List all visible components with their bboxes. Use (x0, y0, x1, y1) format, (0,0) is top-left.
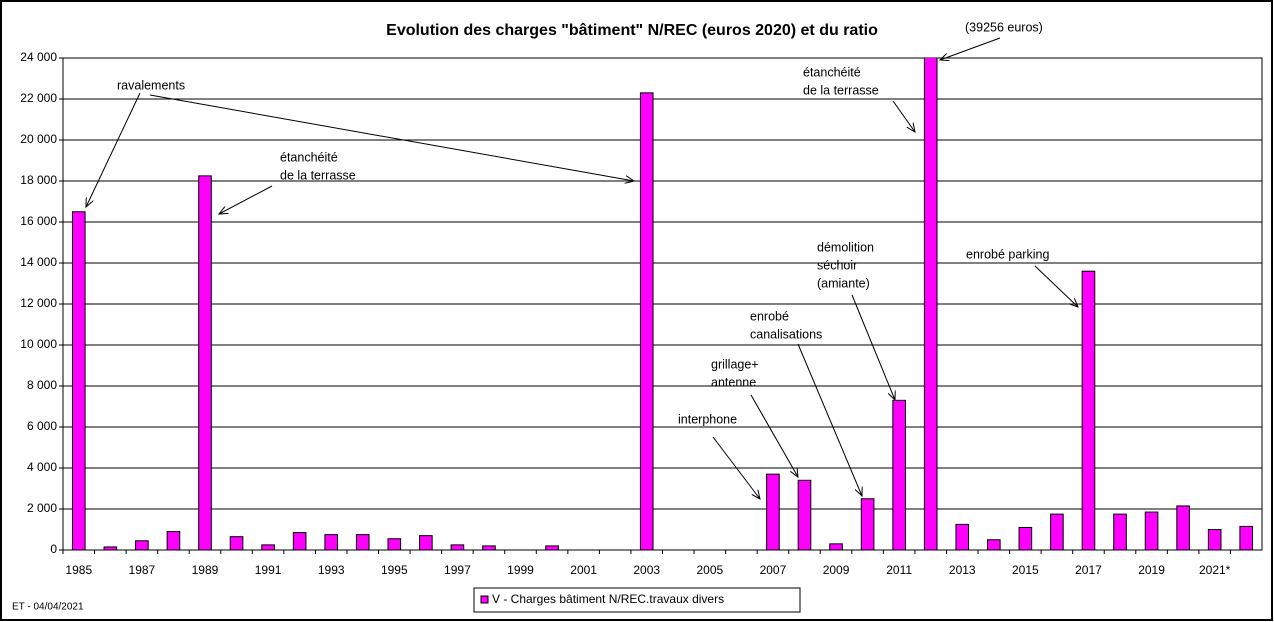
bar (545, 545, 559, 550)
bar (1207, 529, 1222, 550)
x-tick-label: 1995 (381, 563, 408, 577)
bars (71, 58, 1254, 550)
y-tick-label: 14 000 (20, 255, 57, 269)
bar (1144, 511, 1159, 550)
annotation: antenne (711, 375, 756, 389)
x-tick-label: 1987 (129, 563, 156, 577)
annotation: ravalements (117, 78, 185, 92)
bar (639, 92, 654, 550)
annotation-arrow (750, 394, 798, 477)
annotation: de la terrasse (803, 83, 879, 97)
legend-label: V - Charges bâtiment N/REC.travaux diver… (492, 592, 724, 606)
x-tick-label: 1985 (65, 563, 92, 577)
bar (229, 536, 244, 550)
x-tick-label: 1999 (507, 563, 534, 577)
bar (419, 535, 433, 550)
bar (1018, 526, 1033, 550)
x-tick-label: 2001 (570, 563, 597, 577)
annotation: canalisations (750, 327, 822, 341)
legend-swatch (480, 595, 489, 604)
x-tick-label: 1997 (444, 563, 471, 577)
annotation: enrobé (750, 309, 789, 323)
annotation-arrow (940, 37, 1001, 60)
legend-box (473, 587, 801, 613)
x-tick-label: 2015 (1012, 563, 1039, 577)
bar (387, 538, 402, 550)
annotation-arrow (149, 94, 634, 181)
bar (766, 473, 780, 550)
annotation: grillage+ (711, 357, 759, 371)
bar (198, 175, 212, 550)
annotation: étanchéité (803, 65, 861, 79)
annotation-arrow (892, 100, 915, 132)
bar (1081, 270, 1096, 550)
annotation-arrow (851, 294, 895, 400)
bar (292, 532, 307, 550)
x-tick-label: 2019 (1138, 563, 1165, 577)
annotation: (amiante) (817, 276, 870, 290)
y-tick-label: 22 000 (20, 91, 57, 105)
bar (923, 58, 938, 550)
y-tick-label: 6 000 (27, 419, 57, 433)
annotation: enrobé parking (966, 247, 1049, 261)
x-tick-label: 2021* (1199, 563, 1231, 577)
annotation-arrow (797, 343, 862, 496)
bar (355, 534, 370, 550)
bar (955, 523, 970, 550)
x-tick-label: 1993 (318, 563, 345, 577)
footnote: ET - 04/04/2021 (12, 602, 84, 613)
chart-title: Evolution des charges "bâtiment" N/REC (… (386, 22, 878, 39)
y-tick-label: 0 (50, 542, 57, 556)
bar (986, 539, 1001, 550)
bar (261, 544, 275, 550)
annotation: de la terrasse (280, 168, 356, 182)
bar (450, 544, 465, 550)
x-tick-label: 2005 (696, 563, 723, 577)
annotation: interphone (678, 412, 737, 426)
annotation-arrow (1034, 265, 1078, 307)
y-tick-label: 10 000 (20, 337, 57, 351)
x-tick-label: 1991 (255, 563, 282, 577)
y-tick-label: 16 000 (20, 214, 57, 228)
y-tick-label: 24 000 (20, 50, 57, 64)
bar (797, 479, 812, 550)
bar (829, 543, 843, 550)
y-tick-label: 12 000 (20, 296, 57, 310)
x-tick-label: 2017 (1075, 563, 1102, 577)
bar (71, 211, 86, 550)
bar (1113, 513, 1127, 550)
bar (135, 540, 149, 550)
bar (892, 399, 906, 550)
annotation-arrow (712, 436, 760, 499)
y-tick-label: 8 000 (27, 378, 57, 392)
annotation-arrow (86, 92, 141, 207)
x-tick-label: 1989 (192, 563, 219, 577)
bar (324, 534, 339, 550)
x-tick-label: 2007 (760, 563, 787, 577)
annotation: (39256 euros) (965, 20, 1043, 34)
y-tick-label: 2 000 (27, 501, 57, 515)
x-tick-label: 2011 (886, 563, 912, 577)
y-tick-label: 20 000 (20, 132, 57, 146)
bar (482, 545, 496, 550)
x-tick-label: 2009 (823, 563, 850, 577)
annotation: séchoir (817, 258, 857, 272)
y-tick-label: 18 000 (20, 173, 57, 187)
annotation: démolition (817, 240, 874, 254)
x-tick-label: 2013 (949, 563, 976, 577)
bar (1176, 505, 1190, 550)
bar (1050, 513, 1064, 550)
bar (860, 498, 875, 550)
bar (1239, 525, 1254, 550)
annotation-arrow (219, 185, 273, 214)
bar (166, 531, 181, 550)
x-tick-label: 2003 (633, 563, 660, 577)
bar (103, 546, 118, 550)
annotation: étanchéité (280, 150, 338, 164)
y-tick-label: 4 000 (27, 460, 57, 474)
